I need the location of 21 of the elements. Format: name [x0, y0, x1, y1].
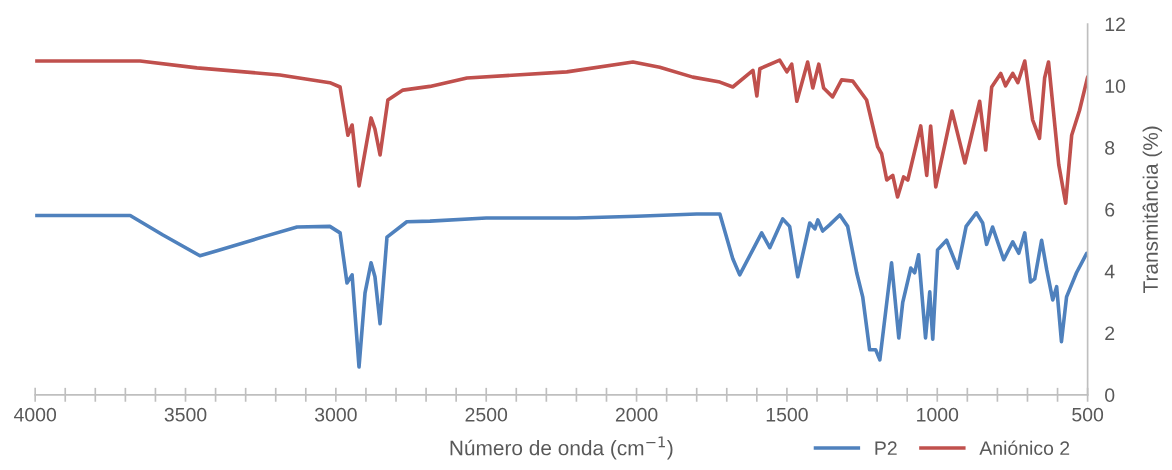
x-tick-label: 2500 — [465, 407, 508, 422]
legend-label: Aniónico 2 — [979, 440, 1070, 456]
line-series — [35, 210, 1088, 369]
y-tick-label: 6 — [1105, 202, 1115, 217]
x-tick-label: 500 — [1072, 407, 1104, 422]
y-tick-label: 8 — [1105, 141, 1115, 155]
y-tick-label: 12 — [1105, 17, 1125, 32]
y-tick-label: 0 — [1105, 388, 1115, 403]
x-tick-label: 1500 — [766, 407, 808, 422]
legend-label: P2 — [875, 441, 897, 455]
x-tick-label: 3000 — [314, 407, 357, 422]
x-tick-label: 4000 — [13, 407, 57, 422]
y-tick-label: 2 — [1105, 326, 1115, 341]
x-tick-label: 2000 — [615, 407, 658, 422]
x-tick-label: 3500 — [164, 407, 207, 422]
y-axis-title: Transmitância (%) — [1142, 126, 1163, 294]
y-tick-label: 4 — [1104, 264, 1115, 279]
y-tick-label: 10 — [1105, 79, 1126, 94]
line-series — [35, 58, 1088, 206]
x-axis-title: Número de onda (cm$^{−1}$) — [450, 436, 673, 460]
x-tick-label: 1000 — [917, 407, 959, 422]
